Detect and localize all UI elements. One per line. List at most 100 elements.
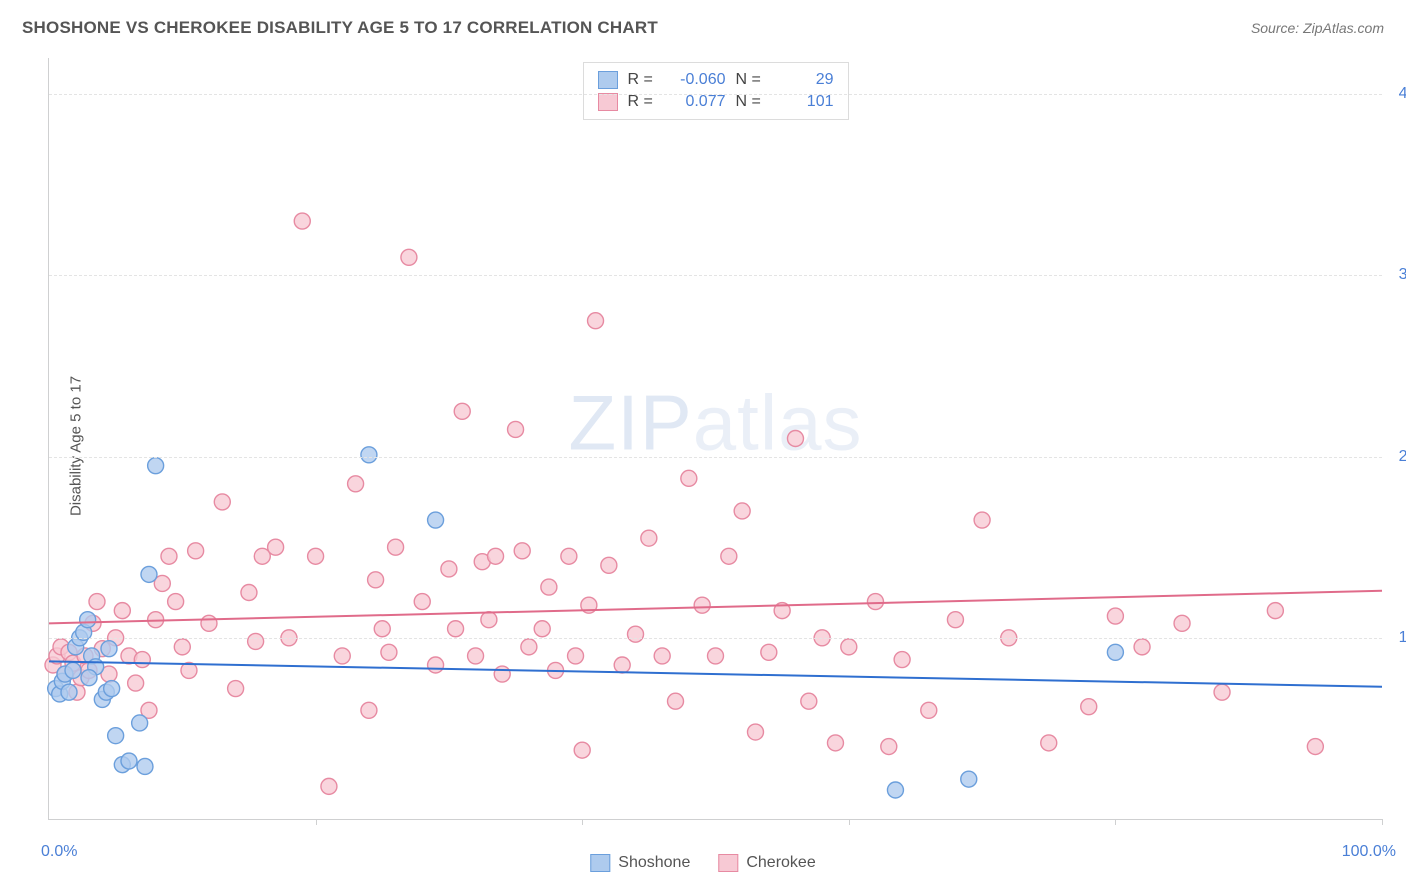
legend-label-cherokee: Cherokee [746, 854, 815, 872]
data-point [568, 648, 584, 664]
swatch-shoshone-icon [590, 854, 610, 872]
data-point [128, 675, 144, 691]
data-point [174, 639, 190, 655]
shoshone-r-value: -0.060 [668, 69, 726, 91]
data-point [1174, 615, 1190, 631]
grid-line [49, 457, 1382, 458]
stats-legend: R = -0.060 N = 29 R = 0.077 N = 101 [583, 62, 849, 120]
data-point [747, 724, 763, 740]
data-point [541, 579, 557, 595]
data-point [241, 585, 257, 601]
swatch-shoshone [598, 71, 618, 89]
data-point [894, 652, 910, 668]
data-point [827, 735, 843, 751]
x-tick [316, 819, 317, 825]
data-point [89, 594, 105, 610]
bottom-legend: Shoshone Cherokee [590, 854, 815, 872]
data-point [947, 612, 963, 628]
data-point [521, 639, 537, 655]
x-tick [1382, 819, 1383, 825]
r-label: R = [628, 69, 658, 91]
data-point [628, 626, 644, 642]
data-point [468, 648, 484, 664]
data-point [454, 403, 470, 419]
data-point [361, 447, 377, 463]
data-point [561, 548, 577, 564]
data-point [508, 421, 524, 437]
data-point [841, 639, 857, 655]
data-point [214, 494, 230, 510]
data-point [201, 615, 217, 631]
data-point [137, 758, 153, 774]
scatter-svg [49, 58, 1382, 819]
data-point [308, 548, 324, 564]
x-tick [849, 819, 850, 825]
data-point [641, 530, 657, 546]
shoshone-n-value: 29 [776, 69, 834, 91]
x-tick [582, 819, 583, 825]
legend-item-shoshone: Shoshone [590, 854, 690, 872]
data-point [1081, 699, 1097, 715]
data-point [654, 648, 670, 664]
data-point [867, 594, 883, 610]
data-point [668, 693, 684, 709]
data-point [148, 458, 164, 474]
data-point [161, 548, 177, 564]
data-point [334, 648, 350, 664]
data-point [168, 594, 184, 610]
data-point [361, 702, 377, 718]
data-point [1107, 608, 1123, 624]
data-point [80, 612, 96, 628]
data-point [121, 753, 137, 769]
data-point [1307, 739, 1323, 755]
x-tick [1115, 819, 1116, 825]
n-label: N = [736, 69, 766, 91]
data-point [368, 572, 384, 588]
x-axis-max-label: 100.0% [1342, 843, 1396, 861]
data-point [101, 641, 117, 657]
data-point [614, 657, 630, 673]
data-point [61, 684, 77, 700]
data-point [721, 548, 737, 564]
data-point [428, 512, 444, 528]
data-point [141, 566, 157, 582]
data-point [104, 681, 120, 697]
data-point [787, 431, 803, 447]
data-point [188, 543, 204, 559]
data-point [761, 644, 777, 660]
data-point [534, 621, 550, 637]
data-point [734, 503, 750, 519]
y-tick-label: 30.0% [1399, 266, 1406, 284]
data-point [974, 512, 990, 528]
data-point [1134, 639, 1150, 655]
data-point [114, 603, 130, 619]
data-point [1214, 684, 1230, 700]
data-point [81, 670, 97, 686]
data-point [268, 539, 284, 555]
data-point [414, 594, 430, 610]
data-point [601, 557, 617, 573]
grid-line [49, 638, 1382, 639]
trend-line [49, 661, 1382, 686]
data-point [132, 715, 148, 731]
data-point [441, 561, 457, 577]
data-point [694, 597, 710, 613]
data-point [294, 213, 310, 229]
stats-row-shoshone: R = -0.060 N = 29 [598, 69, 834, 91]
swatch-cherokee [598, 93, 618, 111]
data-point [448, 621, 464, 637]
data-point [574, 742, 590, 758]
chart-title: SHOSHONE VS CHEROKEE DISABILITY AGE 5 TO… [22, 18, 658, 38]
data-point [321, 778, 337, 794]
x-axis-min-label: 0.0% [41, 843, 77, 861]
data-point [228, 681, 244, 697]
data-point [488, 548, 504, 564]
y-tick-label: 20.0% [1399, 448, 1406, 466]
source-text: Source: ZipAtlas.com [1251, 20, 1384, 36]
data-point [134, 652, 150, 668]
y-tick-label: 10.0% [1399, 629, 1406, 647]
data-point [681, 470, 697, 486]
plot-container: ZIPatlas R = -0.060 N = 29 R = 0.077 N =… [48, 58, 1382, 820]
data-point [1107, 644, 1123, 660]
data-point [881, 739, 897, 755]
